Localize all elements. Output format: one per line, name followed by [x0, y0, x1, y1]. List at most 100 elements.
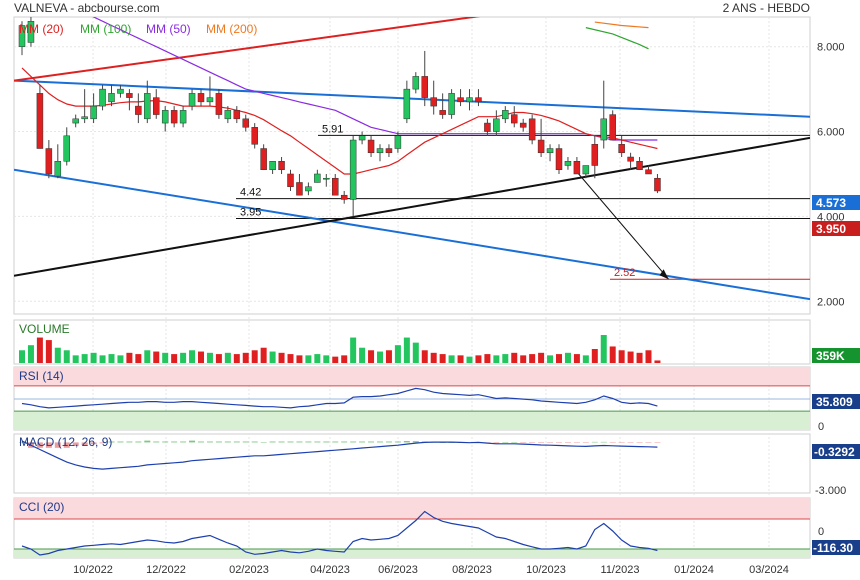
macd-histogram-bar — [600, 441, 607, 443]
volume-bar — [314, 354, 321, 363]
volume-bar — [627, 351, 634, 363]
rsi-line — [21, 387, 658, 409]
cci-line — [21, 510, 658, 556]
volume-label: VOLUME — [19, 322, 70, 336]
macd-histogram-bar — [573, 442, 580, 443]
volume-bar — [430, 352, 437, 363]
volume-bar — [54, 347, 61, 363]
rsi-tick: 0 — [818, 421, 824, 433]
macd-histogram-bar — [627, 442, 634, 443]
macd-histogram-bar — [547, 442, 554, 443]
macd-tick: -3.000 — [815, 485, 846, 497]
candle-body — [376, 148, 384, 154]
support-rising-line — [14, 136, 810, 277]
macd-histogram-bar — [314, 441, 321, 443]
x-tick-label: 11/2023 — [601, 564, 640, 576]
candle-body — [546, 148, 554, 154]
candle-body — [45, 148, 53, 175]
channel-upper-line — [14, 79, 810, 118]
volume-bar — [108, 354, 115, 363]
candle-body — [278, 161, 285, 170]
macd-histogram-bar — [394, 441, 401, 443]
moving-averages — [21, 17, 658, 175]
ref-price-badge: 3.950 — [812, 221, 860, 236]
candle-body — [636, 161, 643, 170]
candle-body — [215, 93, 223, 115]
volume-bar — [260, 347, 267, 363]
volume-bar — [618, 350, 625, 363]
candle-body — [358, 135, 366, 141]
candle-body — [394, 135, 402, 149]
macd-histogram-bar — [81, 442, 88, 446]
macd-histogram-bar — [564, 442, 571, 443]
cci-badge: -116.30 — [812, 540, 860, 555]
candle-body — [439, 110, 446, 115]
candle-body — [27, 20, 35, 43]
macd-histogram-bar — [224, 441, 231, 443]
candle-body — [260, 148, 267, 170]
macd-histogram-bar — [305, 441, 312, 443]
candle-body — [170, 110, 178, 124]
x-tick-label: 08/2023 — [452, 564, 492, 576]
candle-body — [493, 118, 500, 132]
rsi-badge: 35.809 — [812, 394, 860, 409]
volume-badge: 359K — [812, 348, 860, 363]
volume-bar — [457, 355, 464, 363]
volume-bar — [117, 355, 124, 363]
candle-body — [108, 93, 115, 103]
x-tick-label: 02/2023 — [229, 564, 269, 576]
volume-bar — [350, 337, 357, 363]
candle-body — [287, 173, 294, 187]
volume-bar — [529, 354, 536, 363]
candle-body — [645, 169, 652, 175]
macd-histogram-bar — [377, 441, 383, 443]
volume-bar — [564, 352, 571, 363]
period-label: 2 ANS - HEBDO — [723, 1, 810, 15]
candle-body — [197, 93, 205, 103]
candle-body — [206, 97, 214, 103]
rsi-oversold-zone — [14, 411, 810, 430]
macd-histogram-bar — [135, 441, 142, 443]
candle-body — [340, 194, 348, 200]
candle-body — [188, 93, 196, 107]
legend-ma50: MM (50) — [146, 22, 191, 36]
macd-histogram-bar — [645, 442, 652, 443]
volume-bar — [600, 335, 607, 363]
volume-bar — [493, 355, 500, 363]
legend-ma100: MM (100) — [80, 22, 131, 36]
volume-bar — [135, 354, 142, 363]
volume-bar — [305, 355, 312, 363]
volume-bar — [323, 355, 330, 363]
legend-ma200: MM (200) — [206, 22, 257, 36]
macd-histogram-bar — [350, 441, 357, 443]
y-tick-label: 4.000 — [817, 211, 845, 223]
macd-histogram-bar — [511, 442, 518, 443]
svg-text:35.809: 35.809 — [816, 395, 853, 409]
macd-histogram-bar — [538, 442, 545, 443]
y-tick-label: 6.000 — [817, 127, 845, 139]
level-label: 3.95 — [240, 207, 261, 219]
volume-bar — [403, 337, 410, 363]
cci-tick: 0 — [818, 526, 824, 538]
arrow-head-icon — [659, 269, 669, 280]
candle-body — [511, 114, 518, 124]
cci-overbought-zone — [14, 498, 810, 519]
candle-body — [573, 161, 581, 175]
volume-bar — [466, 356, 473, 363]
candle-body — [475, 97, 482, 103]
macd-histogram-bar — [368, 441, 375, 443]
macd-histogram-bar — [215, 441, 222, 443]
x-tick-label: 10/2022 — [73, 564, 113, 576]
macd-histogram-bar — [36, 442, 43, 448]
x-tick-label: 06/2023 — [378, 564, 418, 576]
volume-bar — [287, 354, 294, 363]
candle-body — [403, 88, 411, 120]
cci-label: CCI (20) — [19, 500, 64, 514]
ma20-line — [21, 67, 658, 175]
volume-bar — [81, 354, 88, 363]
volume-bar — [198, 351, 204, 363]
volume-bar — [171, 354, 178, 363]
volume-bar — [394, 345, 401, 363]
volume-bar — [484, 354, 491, 363]
volume-bar — [520, 355, 527, 363]
